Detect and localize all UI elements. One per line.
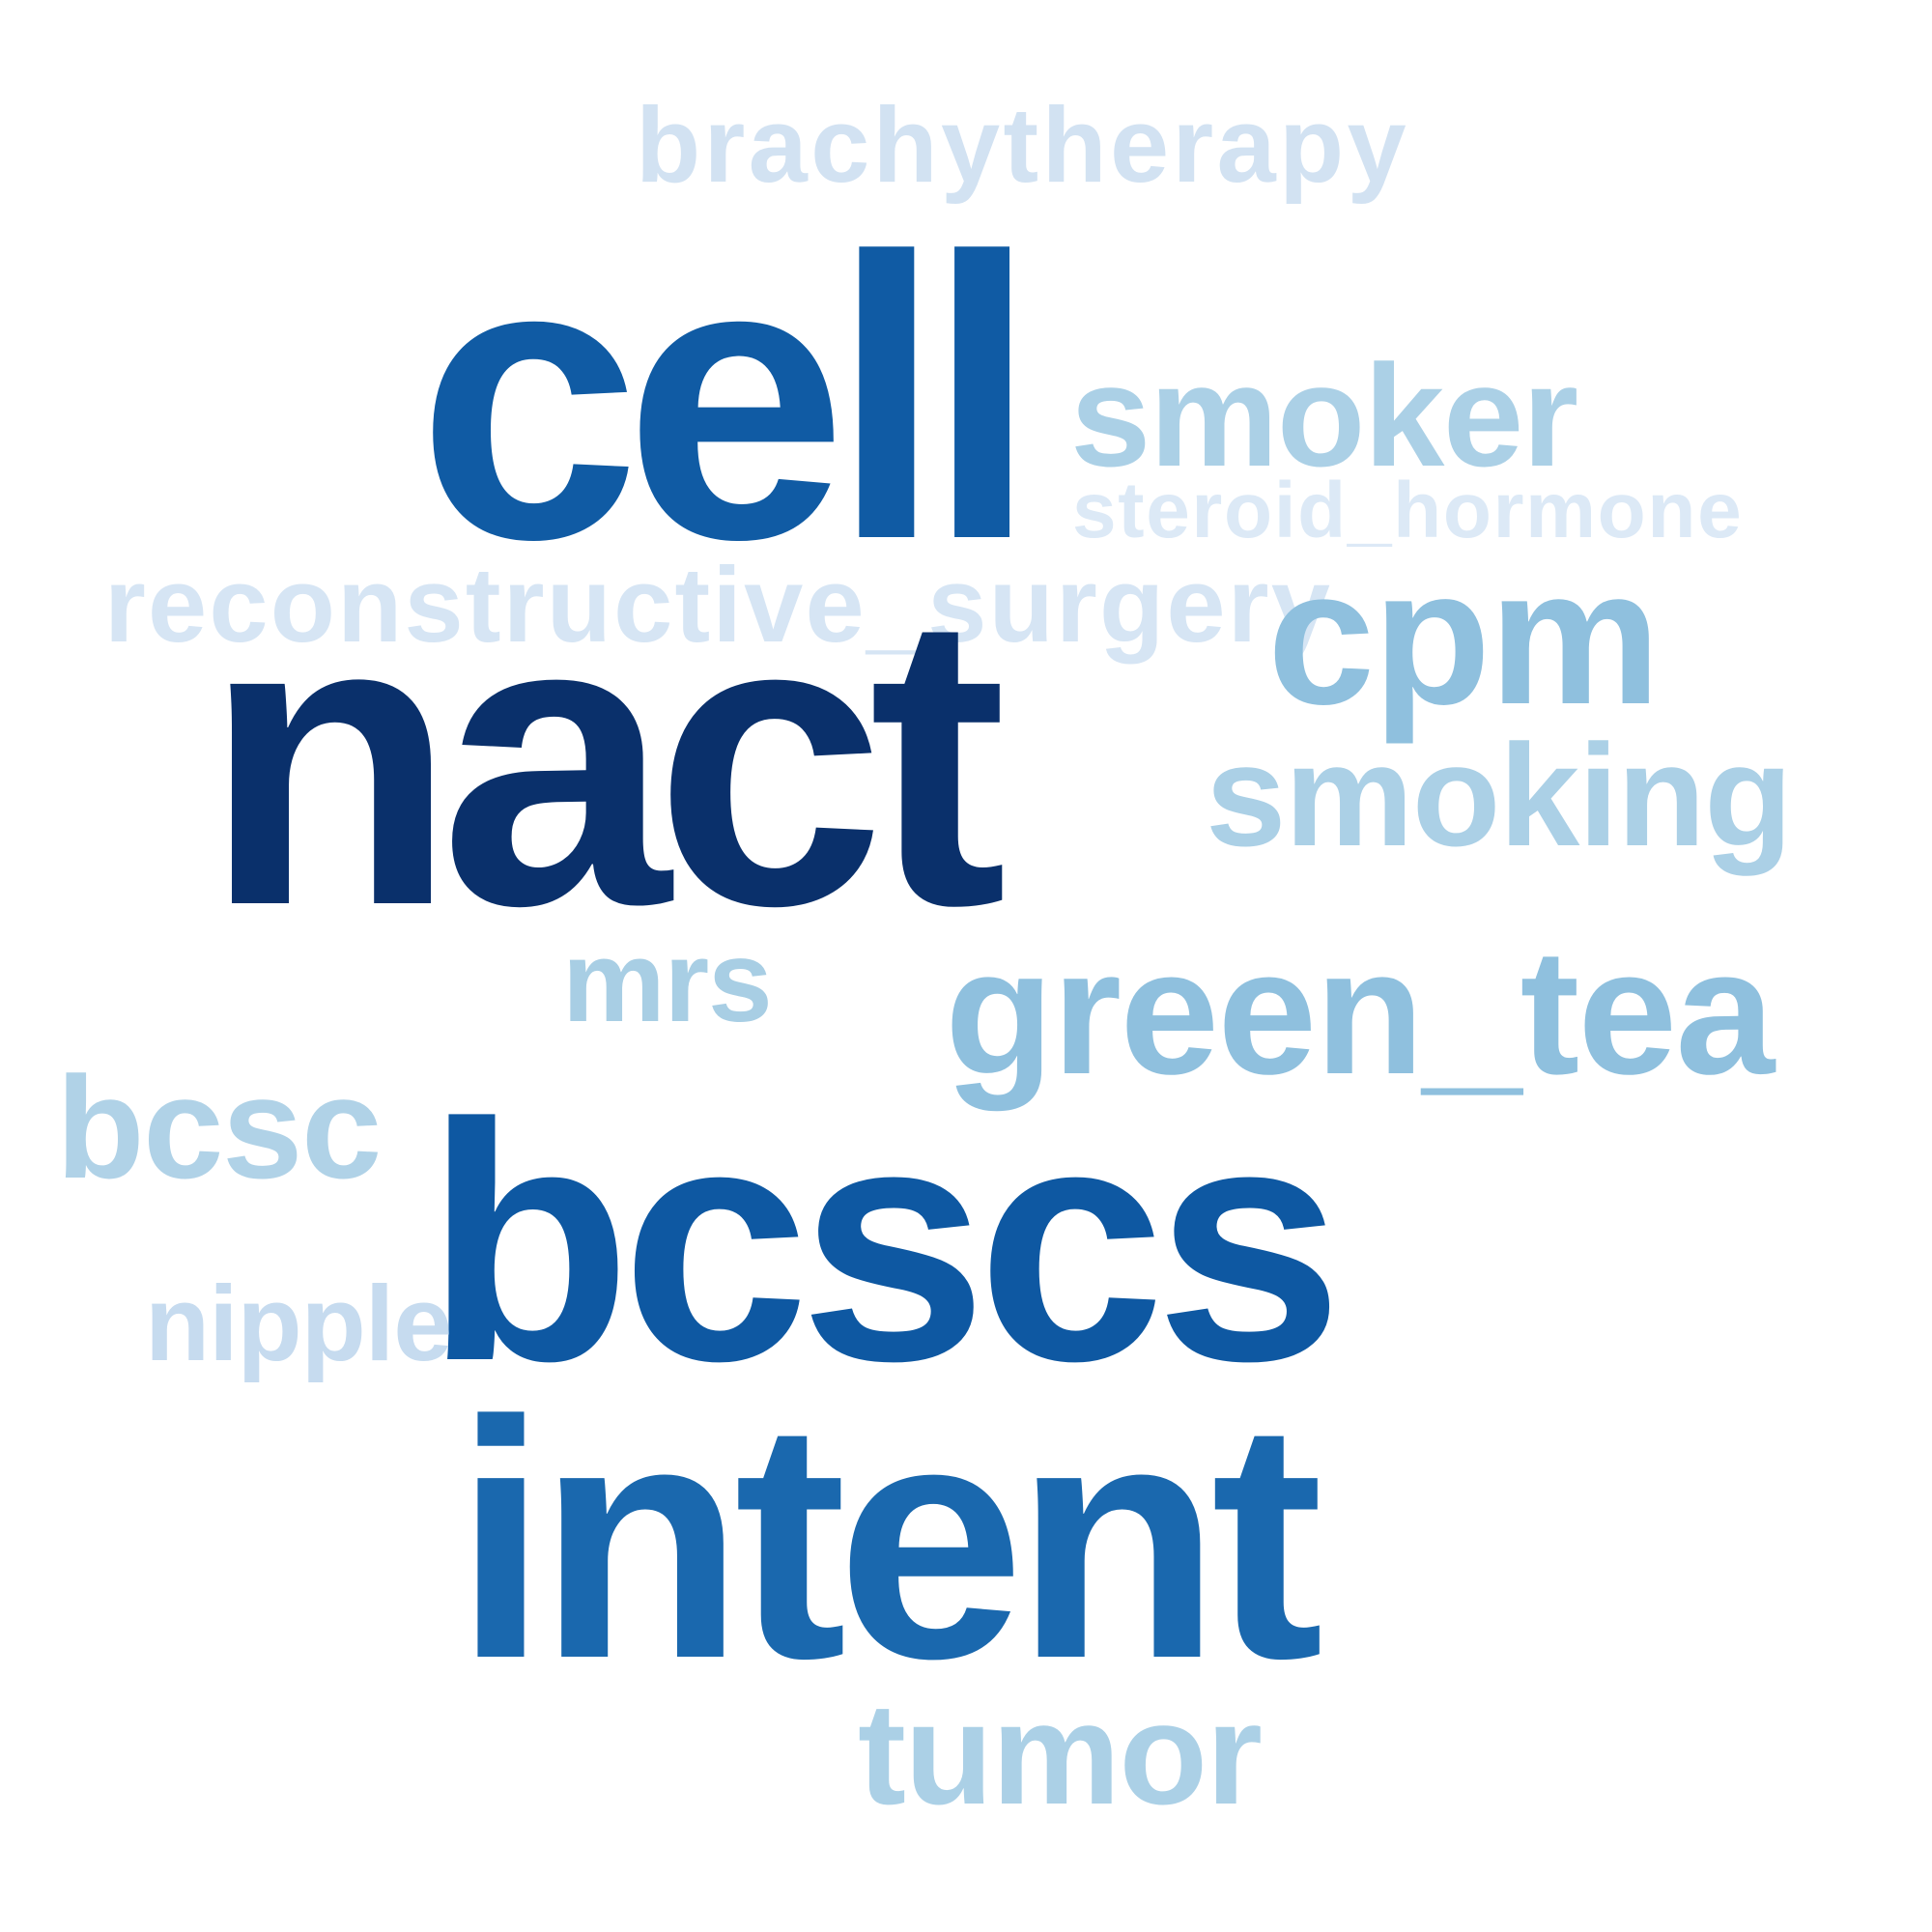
word-green-tea: green_tea <box>945 913 1775 1112</box>
word-cpm: cpm <box>1267 529 1661 745</box>
word-intent: intent <box>454 1351 1323 1729</box>
word-nact: nact <box>203 528 1008 992</box>
word-bcscs: bcscs <box>425 1054 1343 1432</box>
word-reconstructive-surgery: reconstructive_surgery <box>104 546 1333 665</box>
word-brachytherapy: brachytherapy <box>636 86 1409 205</box>
word-bcsc: bcsc <box>56 1046 382 1208</box>
word-cell: cell <box>417 174 1037 622</box>
word-smoker: smoker <box>1070 334 1578 497</box>
word-steroid-hormone: steroid_hormone <box>1072 467 1744 554</box>
word-nipple: nipple <box>145 1264 452 1383</box>
word-mrs: mrs <box>562 917 773 1046</box>
word-tumor: tumor <box>858 1672 1263 1834</box>
word-smoking: smoking <box>1206 714 1793 876</box>
